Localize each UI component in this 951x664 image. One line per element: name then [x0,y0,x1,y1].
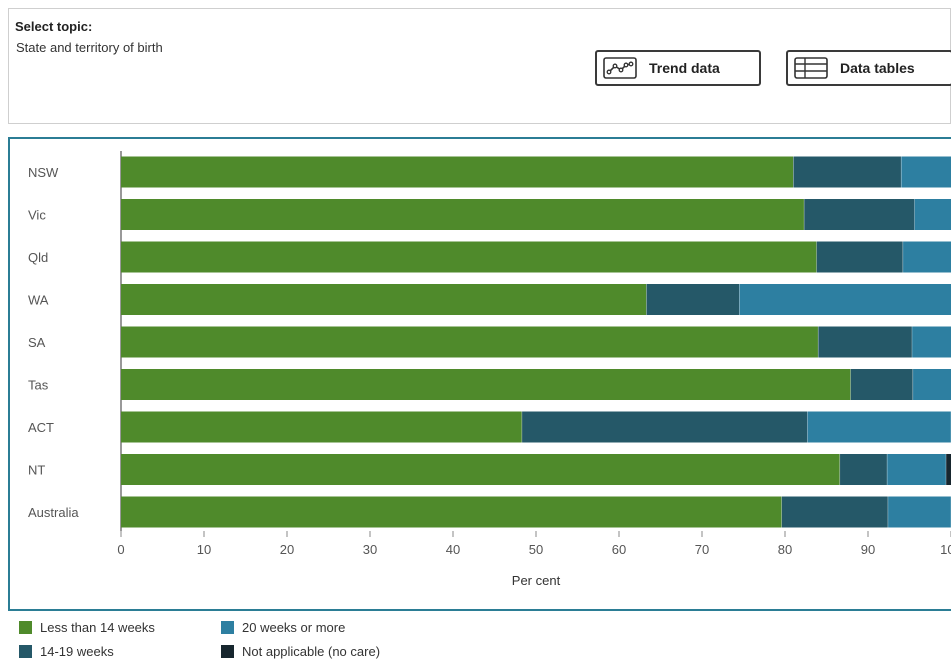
chart-legend: Less than 14 weeks 14-19 weeks 20 weeks … [19,620,519,664]
category-label: NT [28,463,45,478]
stacked-bar-chart: NSW Vic Qld WA SA Tas ACT NT Australia 0 10 20 30 40 5… [28,151,951,588]
legend-swatch [19,621,32,634]
data-tables-label: Data tables [840,60,915,76]
x-axis-title: Per cent [512,573,561,588]
category-label: ACT [28,420,54,435]
line-chart-icon [603,57,637,79]
x-tick-label: 100 [940,542,951,557]
x-tick-label: 70 [695,542,709,557]
trend-data-label: Trend data [649,60,720,76]
bar-segment [887,454,947,485]
legend-label: 20 weeks or more [242,620,346,635]
bar-segment [739,284,951,315]
x-tick-label: 20 [280,542,294,557]
legend-swatch [19,645,32,658]
bar-segment [901,156,951,188]
bar-segment [914,199,951,230]
bar-segment [121,284,647,315]
bar-segment [121,199,805,230]
bar-segment [646,284,740,315]
bar-segment [807,411,951,443]
bar-segment [911,326,951,358]
legend-item-20-or-more: 20 weeks or more [221,620,345,635]
category-label: NSW [28,165,59,180]
category-label: Australia [28,505,79,520]
bar-segment [816,241,903,273]
bar-segment [521,411,808,443]
legend-item-less-than-14: Less than 14 weeks [19,620,155,635]
topic-panel: Select topic: State and territory of bir… [8,8,951,124]
bar-segment [121,156,794,188]
legend-swatch [221,645,234,658]
legend-item-14-19: 14-19 weeks [19,644,114,659]
table-icon [794,57,828,79]
category-label: Vic [28,208,46,223]
x-tick-label: 40 [446,542,460,557]
x-tick-label: 90 [861,542,875,557]
category-label: SA [28,335,46,350]
bar-segment [121,496,782,528]
trend-data-button[interactable]: Trend data [595,50,761,86]
bar-segment [839,454,888,485]
legend-item-not-applicable: Not applicable (no care) [221,644,380,659]
bar-segment [121,326,819,358]
bar-segment [121,454,840,485]
legend-label: 14-19 weeks [40,644,114,659]
x-tick-label: 30 [363,542,377,557]
bar-segment [850,369,913,400]
bar-segment [793,156,902,188]
category-label: Qld [28,250,48,265]
topic-select[interactable]: State and territory of birth [16,40,163,55]
legend-swatch [221,621,234,634]
bar-segment [781,496,888,528]
bar-segment [804,199,915,230]
bar-segment [121,241,817,273]
chart-panel: NSW Vic Qld WA SA Tas ACT NT Australia 0 10 20 30 40 5… [8,137,951,611]
x-tick-label: 80 [778,542,792,557]
data-tables-button[interactable]: Data tables [786,50,951,86]
bar-segment [912,369,951,400]
bar-segment [887,496,951,528]
legend-label: Not applicable (no care) [242,644,381,659]
topic-heading: Select topic: [15,19,93,34]
bar-segment [818,326,912,358]
bar-segment [946,454,951,485]
bar-segment [121,369,851,400]
x-tick-label: 10 [197,542,211,557]
x-tick-label: 60 [612,542,626,557]
category-label: Tas [28,378,49,393]
x-tick-label: 0 [117,542,124,557]
bar-segment [902,241,951,273]
x-tick-label: 50 [529,542,543,557]
category-label: WA [28,293,49,308]
legend-label: Less than 14 weeks [40,620,155,635]
bar-segment [121,411,522,443]
